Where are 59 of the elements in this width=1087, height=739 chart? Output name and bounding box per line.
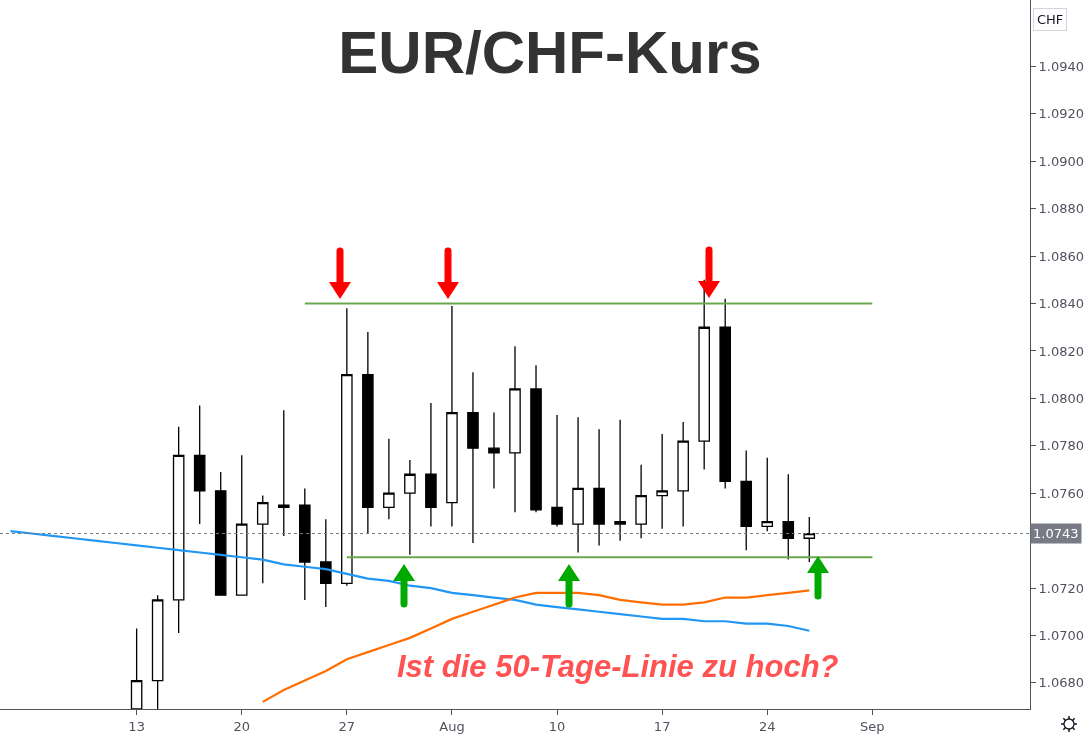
y-tick-label: 1.0680 — [1038, 675, 1085, 691]
candlestick — [551, 414, 563, 528]
candlestick — [446, 305, 458, 528]
candlestick — [488, 411, 500, 490]
candlestick — [277, 409, 290, 537]
candlestick — [362, 331, 374, 535]
candlestick — [130, 627, 143, 709]
y-tick-label: 1.0820 — [1038, 343, 1085, 359]
candlestick — [782, 473, 795, 561]
candlestick — [256, 494, 269, 584]
candlestick — [761, 457, 774, 532]
y-tick-label: 1.0720 — [1038, 580, 1085, 596]
candlestick — [530, 364, 542, 513]
annotation: Ist die 50-Tage-Linie zu hoch? — [397, 649, 839, 684]
candlestick — [404, 459, 416, 556]
candlestick — [635, 464, 647, 539]
candlestick — [593, 428, 605, 547]
y-axis-title: CHF — [1037, 12, 1064, 27]
chart-title: EUR/CHF-Kurs — [338, 19, 762, 86]
candlestick — [193, 404, 206, 525]
candlestick — [383, 438, 395, 520]
y-tick-label: 1.0880 — [1038, 201, 1085, 217]
candlestick — [341, 307, 353, 587]
candlestick — [719, 298, 731, 490]
candlestick — [803, 516, 816, 563]
y-tick-label: 1.0900 — [1038, 153, 1085, 169]
y-tick-label: 1.0860 — [1038, 248, 1085, 264]
x-tick-label: 10 — [548, 718, 566, 734]
candlestick — [320, 518, 332, 608]
candlestick — [698, 279, 710, 471]
y-tick-label: 1.0840 — [1038, 296, 1085, 312]
y-tick-label: 1.0780 — [1038, 438, 1085, 454]
candlestick — [740, 449, 753, 551]
y-tick-label: 1.0760 — [1038, 485, 1085, 501]
x-tick-label: 17 — [653, 718, 671, 734]
x-tick-label: 13 — [128, 718, 145, 734]
x-tick-label: 24 — [758, 718, 776, 734]
candlestick — [677, 421, 689, 528]
candlestick — [467, 371, 479, 544]
candlestick — [235, 454, 248, 596]
candlestick — [299, 487, 311, 601]
x-tick-label: Sep — [860, 718, 885, 734]
y-tick-label: 1.0940 — [1038, 58, 1085, 74]
candlestick — [509, 345, 521, 513]
candlestick — [172, 426, 185, 634]
y-tick-label: 1.0920 — [1038, 106, 1085, 122]
candlestick — [425, 402, 437, 528]
y-tick-label: 1.0800 — [1038, 390, 1085, 406]
line-series — [9, 530, 811, 632]
x-tick-label: Aug — [439, 718, 465, 734]
x-tick-label: 20 — [233, 718, 250, 734]
candlestick — [656, 433, 668, 530]
candlestick — [151, 594, 164, 709]
x-tick-label: 27 — [338, 718, 356, 734]
candlestick — [214, 471, 227, 596]
candlestick — [572, 416, 584, 554]
y-tick-label: 1.0700 — [1038, 628, 1085, 644]
candlestick — [614, 419, 626, 542]
ref-line-label: 1.0743 — [1033, 526, 1079, 541]
